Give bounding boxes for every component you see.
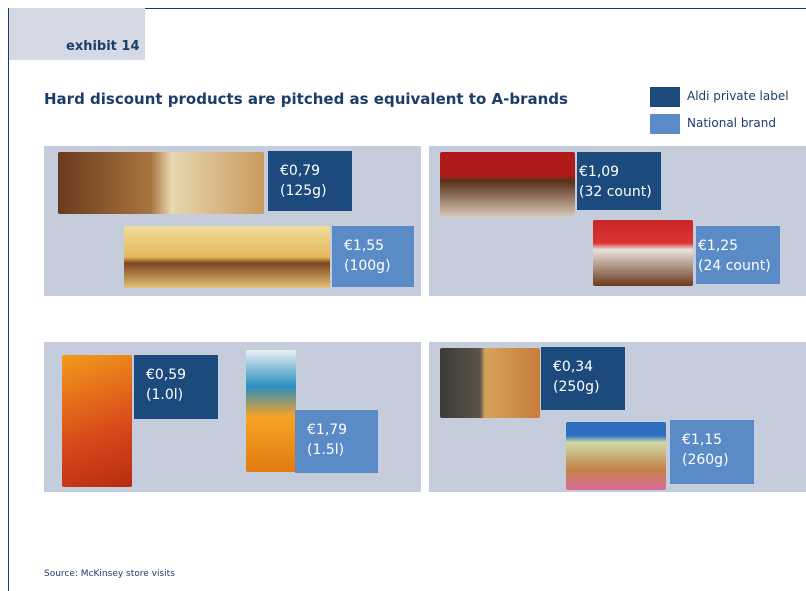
slide: exhibit 14 Hard discount products are pi… xyxy=(0,0,806,591)
price: €0,79 xyxy=(280,161,352,181)
product-image xyxy=(62,355,132,487)
price-box: €0,79(125g) xyxy=(268,151,352,211)
price-box: €1,25(24 count) xyxy=(696,226,780,284)
price: €0,59 xyxy=(146,365,218,385)
legend-swatch xyxy=(650,87,680,107)
size: (1.5l) xyxy=(307,440,378,460)
legend-swatch xyxy=(650,114,680,134)
product-image xyxy=(124,226,330,288)
size: (100g) xyxy=(344,256,414,276)
size: (125g) xyxy=(280,181,352,201)
size: (250g) xyxy=(553,377,625,397)
product-image xyxy=(566,422,666,490)
price-box: €1,09(32 count) xyxy=(577,152,661,210)
price-box: €0,59(1.0l) xyxy=(134,355,218,419)
price: €1,25 xyxy=(698,236,780,256)
legend-label: Aldi private label xyxy=(687,89,789,103)
size: (1.0l) xyxy=(146,385,218,405)
price: €1,55 xyxy=(344,236,414,256)
price: €1,09 xyxy=(579,162,661,182)
product-image xyxy=(440,348,540,418)
price: €0,34 xyxy=(553,357,625,377)
price-box: €1,15(260g) xyxy=(670,420,754,484)
size: (260g) xyxy=(682,450,754,470)
price: €1,79 xyxy=(307,420,378,440)
price: €1,15 xyxy=(682,430,754,450)
product-image xyxy=(58,152,264,214)
price-box: €1,79(1.5l) xyxy=(295,410,378,473)
product-image xyxy=(440,152,575,217)
price-box: €1,55(100g) xyxy=(332,226,414,287)
left-rule xyxy=(8,8,9,591)
top-rule xyxy=(145,8,806,9)
price-box: €0,34(250g) xyxy=(541,347,625,410)
exhibit-label: exhibit 14 xyxy=(66,39,140,54)
size: (24 count) xyxy=(698,256,780,276)
source: Source: McKinsey store visits xyxy=(44,569,175,579)
title: Hard discount products are pitched as eq… xyxy=(44,90,568,108)
size: (32 count) xyxy=(579,182,661,202)
product-image xyxy=(593,220,693,286)
legend-label: National brand xyxy=(687,116,776,130)
product-image xyxy=(246,350,296,472)
